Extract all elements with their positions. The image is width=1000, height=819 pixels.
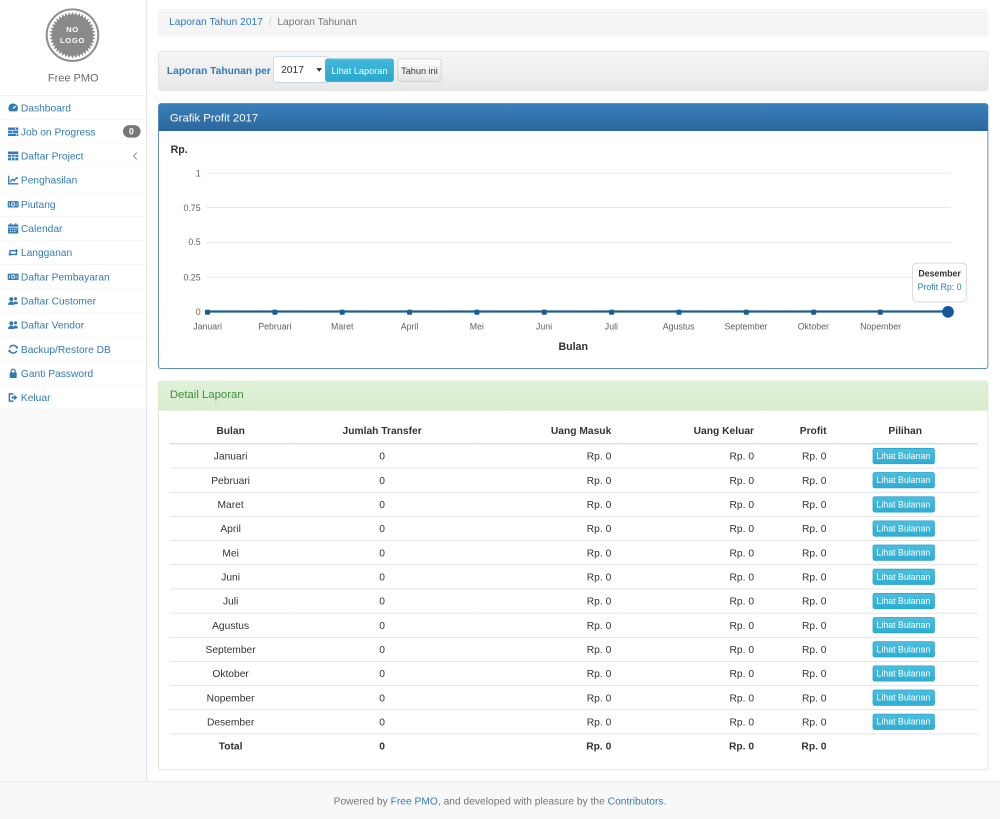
svg-text:NO: NO xyxy=(66,25,79,34)
svg-text:LOGO: LOGO xyxy=(60,36,85,45)
